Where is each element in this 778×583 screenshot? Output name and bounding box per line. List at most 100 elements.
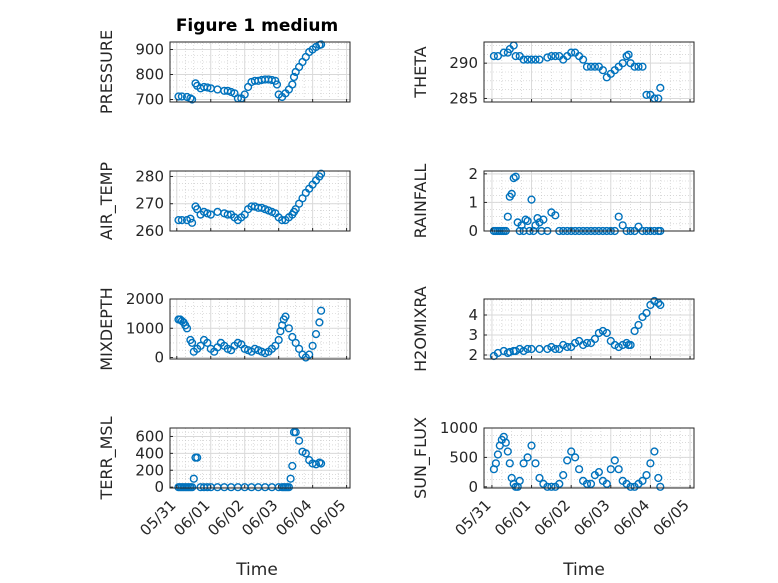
data-point: [527, 55, 536, 64]
data-point: [288, 332, 297, 342]
data-point: [622, 338, 631, 348]
x-tick-label: 06/02: [531, 496, 574, 539]
data-point: [634, 62, 643, 71]
data-point: [289, 72, 299, 82]
y-tick-label: 500: [449, 448, 478, 466]
data-point: [223, 210, 232, 219]
data-point: [567, 48, 576, 57]
x-tick-label: 06/04: [610, 496, 653, 539]
data-point: [174, 92, 183, 101]
figure-title: Figure 1 medium: [176, 16, 338, 36]
data-point: [295, 436, 304, 445]
axes-box: [483, 298, 695, 360]
data-point: [547, 51, 556, 61]
data-point: [559, 340, 568, 350]
data-point: [654, 473, 663, 483]
data-point: [286, 474, 295, 483]
data-point: [626, 482, 635, 491]
data-point: [295, 344, 304, 353]
data-point: [206, 210, 215, 219]
data-point: [535, 55, 544, 64]
data-point: [535, 473, 544, 483]
x-tick-label: 05/31: [451, 496, 494, 539]
data-point: [505, 347, 514, 357]
data-point: [317, 306, 326, 315]
data-point: [308, 341, 317, 350]
y-axis-label: SUN_FLUX: [411, 417, 431, 499]
y-axis-label: MIXDEPTH: [97, 287, 116, 370]
x-axis-label: Time: [562, 560, 605, 580]
y-axis-label: TERR_MSL: [97, 416, 117, 500]
data-point: [188, 483, 197, 492]
data-point: [555, 479, 564, 489]
data-point: [499, 48, 508, 57]
data-point: [501, 438, 510, 447]
data-point: [590, 62, 600, 71]
data-point: [570, 338, 580, 348]
data-point: [315, 318, 324, 327]
subplot-pressure: 700 800 900 PRESSURE: [97, 30, 351, 114]
subplot-h2omixra: 2 3 4 H2OMIXRA: [411, 286, 695, 372]
data-point: [563, 342, 572, 352]
data-point: [535, 344, 544, 354]
axes-box: [169, 298, 351, 360]
data-point: [511, 51, 520, 61]
y-tick-label: 3: [468, 326, 478, 344]
data-point: [511, 346, 520, 356]
data-point: [642, 90, 651, 100]
x-tick-label: 06/05: [650, 496, 693, 539]
data-point: [618, 221, 627, 230]
y-tick-label: 0: [468, 478, 478, 496]
data-point: [567, 447, 576, 456]
subplot-sun_flux: 05001000SUN_FLUX05/3106/0106/0206/0306/0…: [411, 417, 695, 580]
data-point: [610, 456, 619, 465]
y-tick-label: 270: [135, 195, 164, 213]
x-tick-label: 06/03: [570, 496, 613, 539]
x-tick-label: 06/01: [170, 496, 213, 539]
data-point: [531, 459, 540, 468]
data-point: [519, 55, 528, 64]
data-point: [582, 62, 592, 71]
data-point: [656, 83, 665, 93]
data-point: [642, 471, 651, 480]
data-point: [274, 335, 283, 345]
data-point: [523, 453, 532, 462]
data-point: [177, 92, 187, 101]
data-point: [188, 338, 197, 348]
data-point: [586, 62, 596, 71]
data-point: [271, 341, 280, 350]
data-point: [602, 479, 611, 489]
data-point: [291, 338, 300, 348]
data-point: [559, 471, 568, 480]
data-point: [288, 461, 297, 471]
data-point: [507, 189, 516, 199]
data-point: [531, 55, 540, 64]
y-tick-label: 290: [449, 54, 478, 72]
data-point: [267, 75, 277, 85]
data-point: [602, 328, 611, 338]
data-point: [317, 459, 326, 468]
data-point: [630, 326, 639, 336]
data-point: [551, 344, 560, 354]
y-axis-label: PRESSURE: [97, 30, 116, 114]
y-tick-label: 900: [135, 41, 164, 59]
y-tick-label: 600: [135, 427, 164, 445]
data-point: [598, 326, 608, 336]
data-point: [551, 211, 560, 220]
axes-box: [169, 170, 351, 232]
data-point: [638, 476, 647, 486]
data-point: [527, 441, 536, 450]
data-point: [523, 55, 532, 64]
x-tick-label: 06/05: [306, 496, 349, 539]
data-point: [527, 344, 536, 354]
data-point: [622, 51, 631, 61]
data-point: [272, 80, 282, 89]
data-point: [505, 459, 514, 468]
y-tick-label: 285: [449, 89, 478, 107]
data-point: [311, 330, 321, 339]
axes-box: [483, 41, 695, 103]
subplot-terr_msl: 0200400600TERR_MSL05/3106/0106/0206/0306…: [97, 416, 351, 580]
data-point: [182, 324, 192, 333]
axes-box: [483, 170, 695, 232]
